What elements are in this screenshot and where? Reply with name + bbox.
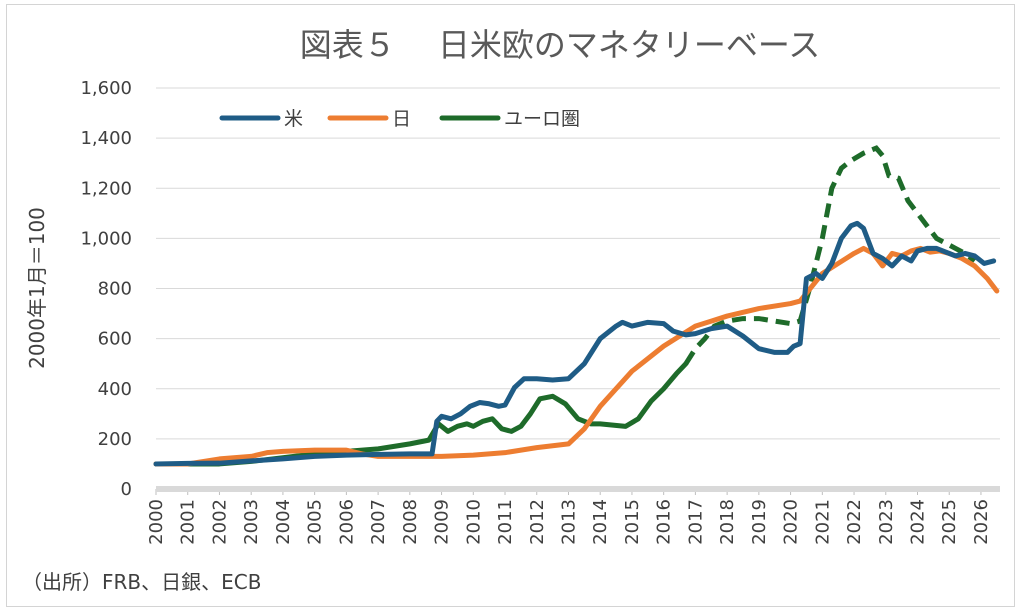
y-tick-label: 800 xyxy=(98,279,132,300)
x-tick-label: 2022 xyxy=(844,499,865,545)
x-tick-label: 2019 xyxy=(749,499,770,545)
x-tick-label: 2004 xyxy=(273,499,294,545)
y-tick-label: 1,600 xyxy=(80,78,132,99)
x-tick-label: 2011 xyxy=(495,499,516,545)
x-tick-label: 2023 xyxy=(876,499,897,545)
series-line-euro-solid xyxy=(153,361,689,467)
y-tick-label: 0 xyxy=(121,479,132,500)
chart-title: 図表５ 日米欧のマネタリーベース xyxy=(300,26,821,64)
x-tick-label: 2026 xyxy=(971,499,992,545)
series-line-0 xyxy=(153,220,997,467)
x-axis-ticks: 2000 2001 2002 2003 2004 2005 2006 2007 2008 2009… xyxy=(146,489,992,545)
x-tick-label: 2020 xyxy=(781,499,802,545)
source-note: （出所）FRB、日銀、ECB xyxy=(22,570,261,594)
x-tick-label: 2000 xyxy=(146,499,167,545)
x-tick-label: 2005 xyxy=(305,499,326,545)
x-tick-label: 2024 xyxy=(908,499,929,545)
series-lines xyxy=(153,145,1000,467)
x-tick-label: 2017 xyxy=(685,499,706,545)
y-tick-label: 400 xyxy=(98,379,132,400)
x-tick-label: 2009 xyxy=(432,499,453,545)
x-axis-line xyxy=(156,486,1000,492)
y-axis-ticks: 0 200 400 600 800 1,000 1,200 1,400 1,600 xyxy=(80,78,132,500)
x-tick-label: 2012 xyxy=(527,499,548,545)
x-tick-label: 2018 xyxy=(717,499,738,545)
legend-label: 日 xyxy=(392,108,411,130)
series-line-1 xyxy=(153,245,1000,467)
y-tick-label: 1,400 xyxy=(80,128,132,149)
y-tick-label: 200 xyxy=(98,429,132,450)
x-tick-label: 2010 xyxy=(463,499,484,545)
x-tick-label: 2008 xyxy=(400,499,421,545)
x-tick-label: 2014 xyxy=(590,499,611,545)
x-tick-label: 2021 xyxy=(812,499,833,545)
gridlines xyxy=(156,87,1000,440)
legend-label: 米 xyxy=(284,108,303,130)
chart-frame xyxy=(6,4,1015,607)
x-tick-label: 2001 xyxy=(178,499,199,545)
x-tick-label: 2015 xyxy=(622,499,643,545)
legend: 米 日 ユーロ圏 xyxy=(219,108,580,130)
series-line-euro-dashed xyxy=(683,145,977,366)
x-tick-label: 2006 xyxy=(336,499,357,545)
x-tick-label: 2007 xyxy=(368,499,389,545)
x-axis-band xyxy=(156,486,1000,492)
x-tick-label: 2002 xyxy=(209,499,230,545)
x-tick-label: 2003 xyxy=(241,499,262,545)
x-tick-label: 2016 xyxy=(654,499,675,545)
x-tick-label: 2025 xyxy=(939,499,960,545)
y-axis-label: 2000年1月＝100 xyxy=(25,207,49,369)
y-tick-label: 1,000 xyxy=(80,228,132,249)
x-tick-label: 2013 xyxy=(558,499,579,545)
legend-label: ユーロ圏 xyxy=(504,108,580,130)
y-tick-label: 600 xyxy=(98,329,132,350)
y-tick-label: 1,200 xyxy=(80,178,132,199)
